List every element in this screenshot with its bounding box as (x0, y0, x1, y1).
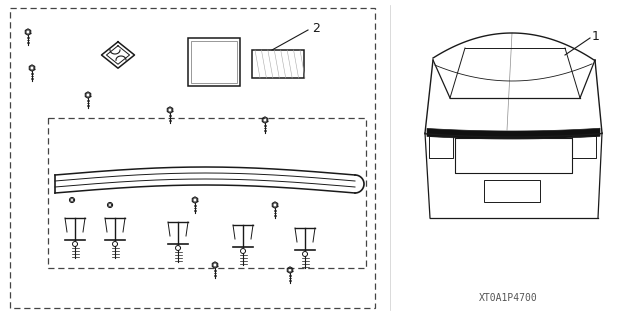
Bar (191, 41, 237, 83)
Bar (188, 38, 240, 86)
Polygon shape (427, 128, 600, 139)
Bar (48, 118, 366, 268)
Text: XT0A1P4700: XT0A1P4700 (479, 293, 538, 303)
Bar (10, 8, 375, 308)
Text: 1: 1 (592, 29, 600, 42)
Text: 2: 2 (312, 23, 320, 35)
Bar (252, 50, 304, 78)
Bar (484, 180, 540, 202)
